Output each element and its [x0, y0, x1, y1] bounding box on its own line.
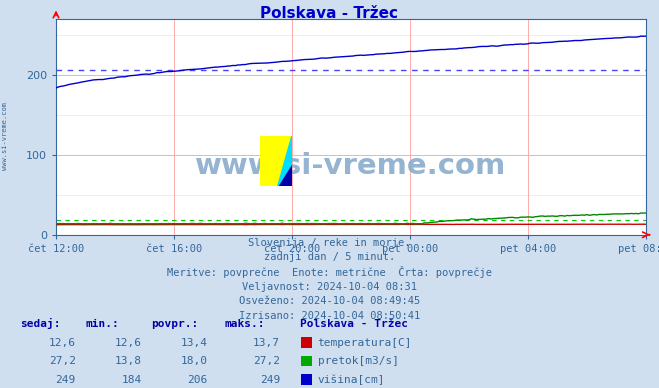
Polygon shape: [260, 164, 292, 186]
Text: Osveženo: 2024-10-04 08:49:45: Osveženo: 2024-10-04 08:49:45: [239, 296, 420, 307]
Polygon shape: [260, 136, 292, 186]
Text: Izrisano: 2024-10-04 08:50:41: Izrisano: 2024-10-04 08:50:41: [239, 311, 420, 321]
Text: Polskava - Tržec: Polskava - Tržec: [260, 6, 399, 21]
Polygon shape: [277, 136, 292, 186]
Text: 249: 249: [55, 375, 76, 385]
Text: 206: 206: [187, 375, 208, 385]
Text: 184: 184: [121, 375, 142, 385]
Text: 12,6: 12,6: [49, 338, 76, 348]
Text: www.si-vreme.com: www.si-vreme.com: [2, 102, 9, 170]
Text: 27,2: 27,2: [253, 356, 280, 366]
Text: 27,2: 27,2: [49, 356, 76, 366]
Text: 13,7: 13,7: [253, 338, 280, 348]
Text: temperatura[C]: temperatura[C]: [318, 338, 412, 348]
Text: Slovenija / reke in morje.: Slovenija / reke in morje.: [248, 237, 411, 248]
Text: sedaj:: sedaj:: [20, 319, 60, 329]
Text: Meritve: povprečne  Enote: metrične  Črta: povprečje: Meritve: povprečne Enote: metrične Črta:…: [167, 266, 492, 278]
Text: Polskava - Tržec: Polskava - Tržec: [300, 319, 408, 329]
Text: pretok[m3/s]: pretok[m3/s]: [318, 356, 399, 366]
Text: www.si-vreme.com: www.si-vreme.com: [195, 152, 507, 180]
Text: višina[cm]: višina[cm]: [318, 375, 385, 385]
Text: min.:: min.:: [86, 319, 119, 329]
Text: 12,6: 12,6: [115, 338, 142, 348]
Text: zadnji dan / 5 minut.: zadnji dan / 5 minut.: [264, 252, 395, 262]
Text: povpr.:: povpr.:: [152, 319, 199, 329]
Polygon shape: [260, 136, 292, 186]
Text: 249: 249: [260, 375, 280, 385]
Text: 18,0: 18,0: [181, 356, 208, 366]
Text: 13,4: 13,4: [181, 338, 208, 348]
Text: Veljavnost: 2024-10-04 08:31: Veljavnost: 2024-10-04 08:31: [242, 282, 417, 292]
Polygon shape: [260, 136, 292, 186]
Text: 13,8: 13,8: [115, 356, 142, 366]
Text: maks.:: maks.:: [224, 319, 264, 329]
